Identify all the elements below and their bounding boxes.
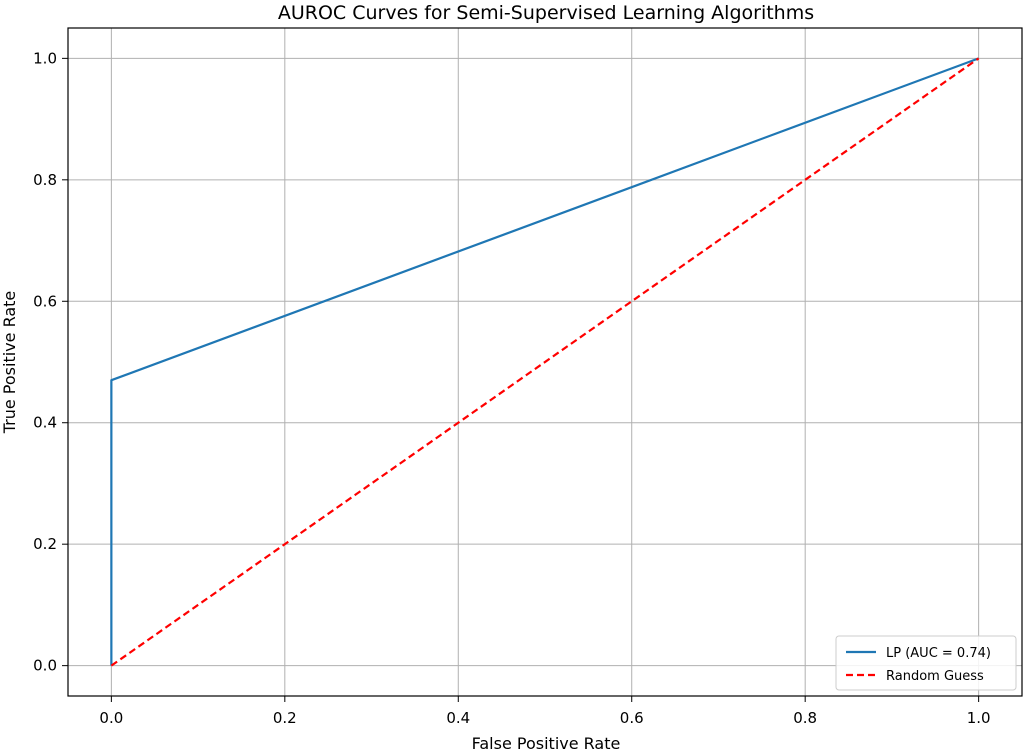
x-tick-label: 0.6 <box>620 709 644 727</box>
legend-box <box>835 635 1017 691</box>
x-axis-label: False Positive Rate <box>472 734 621 751</box>
series-line-random-guess <box>110 57 980 667</box>
x-tick-label: 0.0 <box>99 709 123 727</box>
x-tick-label: 0.4 <box>446 709 470 727</box>
legend-label-random-guess: Random Guess <box>886 669 984 684</box>
series-line-lp <box>110 57 980 666</box>
y-tick-label: 0.2 <box>33 535 57 553</box>
plot-area-frame <box>67 27 1023 697</box>
chart-title: AUROC Curves for Semi-Supervised Learnin… <box>278 2 814 24</box>
y-tick-label: 0.8 <box>33 171 57 189</box>
x-tick-label: 1.0 <box>967 709 991 727</box>
series-lines <box>110 57 980 667</box>
legend: LP (AUC = 0.74) Random Guess <box>835 635 1017 691</box>
axis-ticks: 0.0 0.2 0.4 0.6 0.8 1.0 0.0 0.2 0.4 0.6 0.8 1.0 <box>33 49 990 727</box>
y-tick-label: 0.4 <box>33 414 57 432</box>
y-axis-label: True Positive Rate <box>0 291 19 435</box>
y-tick-label: 0.0 <box>33 657 57 675</box>
x-tick-label: 0.2 <box>273 709 297 727</box>
grid-lines <box>68 28 1022 696</box>
y-tick-label: 1.0 <box>33 49 57 67</box>
x-tick-label: 0.8 <box>793 709 817 727</box>
legend-label-lp: LP (AUC = 0.74) <box>886 646 991 661</box>
y-tick-label: 0.6 <box>33 292 57 310</box>
